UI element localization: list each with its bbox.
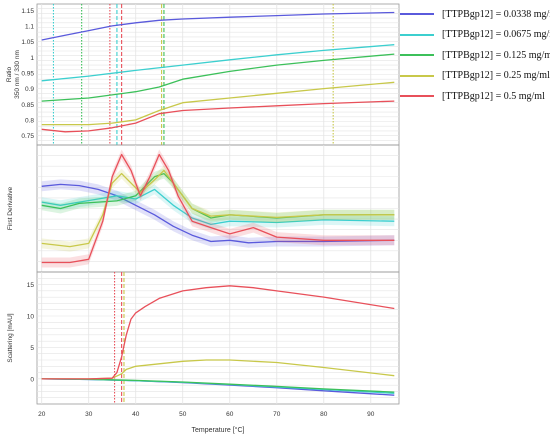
legend-label: [TTPBgp12] = 0.125 mg/ml [442,49,550,61]
y-tick-label: 10 [27,314,35,321]
series-line [41,53,395,102]
legend-label: [TTPBgp12] = 0.25 mg/ml [442,70,550,82]
x-tick-label: 90 [367,411,375,418]
legend-swatch [400,74,434,77]
legend-item[interactable]: [TTPBgp12] = 0.0338 mg/ml [400,4,550,25]
y-tick-label: 1.1 [25,23,34,30]
series-band [41,165,395,252]
series-line [41,44,395,82]
y-tick-label: 0.95 [21,70,34,77]
y-tick-label: 1.05 [21,39,34,46]
x-tick-label: 60 [226,411,234,418]
scattering-panel: 15 10 5 0 Scattering [mAU] [7,271,400,405]
series-band [41,149,395,268]
y-axis-label: Scattering [mAU] [7,313,14,362]
series-line [41,100,395,133]
x-tick-label: 70 [273,411,281,418]
legend-label: [TTPBgp12] = 0.0675 mg/ml [442,29,550,41]
legend-label: [TTPBgp12] = 0.5 mg/ml [442,90,545,102]
legend: [TTPBgp12] = 0.0338 mg/ml [TTPBgp12] = 0… [400,4,550,107]
series-line [41,378,395,393]
x-tick-label: 40 [132,411,140,418]
series-line [41,11,395,41]
panel-frame [36,271,400,405]
legend-swatch [400,95,434,98]
x-tick-label: 20 [38,411,46,418]
legend-item[interactable]: [TTPBgp12] = 0.25 mg/ml [400,66,550,87]
legend-label: [TTPBgp12] = 0.0338 mg/ml [442,8,550,20]
y-tick-label: 0.75 [21,133,34,140]
series-band [41,168,395,223]
series-line [41,285,395,380]
x-tick-label: 80 [320,411,328,418]
series-line [41,183,395,244]
series-band [41,184,395,230]
derivative-panel: First Derivative [7,144,400,273]
x-axis: 20 30 40 50 60 70 80 90 Temperature [°C] [38,411,375,434]
y-axis-label: Ratio [6,67,13,83]
legend-swatch [400,54,434,57]
y-tick-label: 15 [27,282,35,289]
legend-swatch [400,33,434,36]
x-axis-label: Temperature [°C] [192,426,245,434]
y-tick-label: 0.85 [21,102,34,109]
y-tick-label: 0.9 [25,86,34,93]
series-line [41,359,395,380]
legend-item[interactable]: [TTPBgp12] = 0.125 mg/ml [400,45,550,66]
chart-svg: 1.15 1.1 1.05 1 0.95 0.9 0.85 0.8 0.75 Ratio 350 n… [6,3,400,434]
y-tick-label: 0 [30,376,34,383]
y-axis-label: First Derivative [7,186,14,230]
x-tick-label: 50 [179,411,187,418]
y-axis-label: 350 nm / 330 nm [14,50,21,99]
series-line [41,169,395,248]
legend-item[interactable]: [TTPBgp12] = 0.5 mg/ml [400,86,548,107]
series-line [41,188,395,226]
series-line [41,81,395,126]
y-tick-label: 1.15 [21,8,34,15]
ratio-panel: 1.15 1.1 1.05 1 0.95 0.9 0.85 0.8 0.75 Ratio 350 n… [6,3,400,146]
legend-swatch [400,13,434,16]
x-tick-label: 30 [85,411,93,418]
y-tick-label: 1 [30,55,34,62]
y-tick-label: 5 [30,345,34,352]
series-line [41,153,395,264]
y-tick-label: 0.8 [25,117,34,124]
series-line [41,378,395,396]
legend-item[interactable]: [TTPBgp12] = 0.0675 mg/ml [400,25,550,46]
